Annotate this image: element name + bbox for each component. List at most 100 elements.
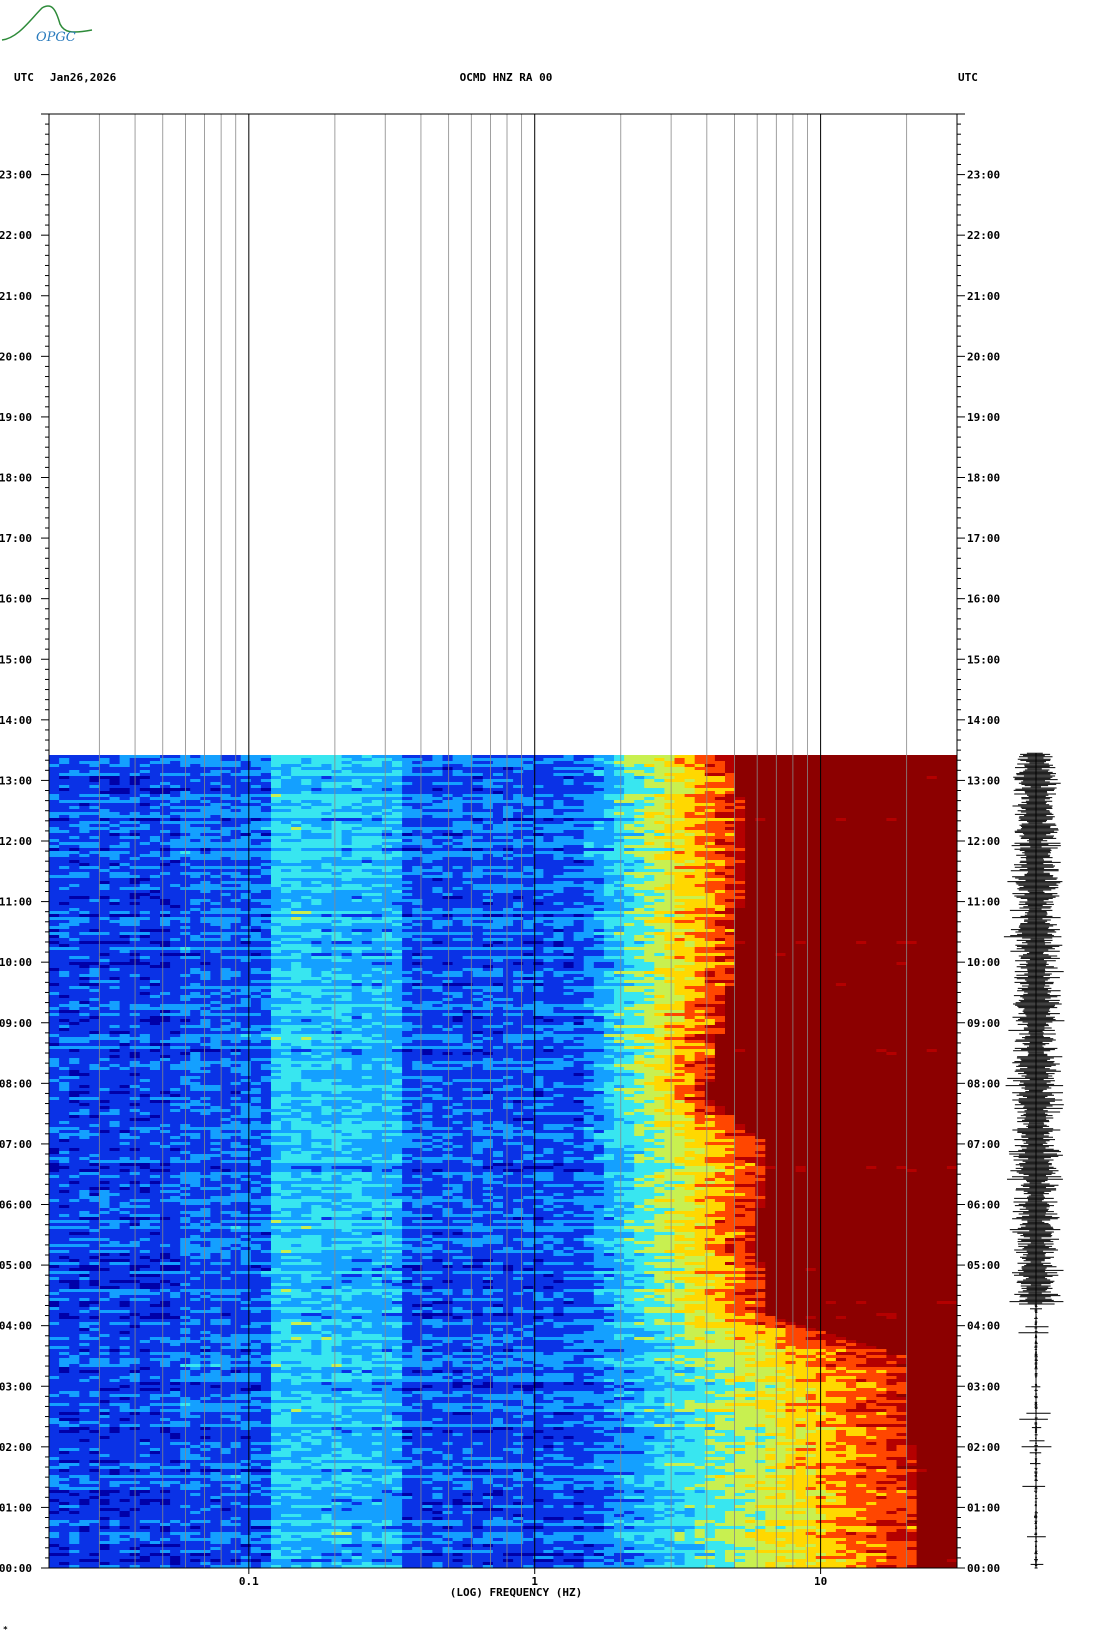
spectrogram-cell: [553, 1550, 564, 1553]
spectrogram-cell: [543, 1418, 554, 1421]
spectrogram-cell: [372, 1502, 383, 1505]
spectrogram-cell: [332, 1508, 343, 1511]
spectrogram-cell: [69, 1409, 80, 1412]
spectrogram-cell: [160, 1511, 171, 1514]
spectrogram-cell: [796, 1403, 807, 1406]
spectrogram-cell: [715, 1553, 726, 1556]
spectrogram-cell: [69, 1490, 80, 1493]
spectrogram-cell: [584, 1538, 595, 1541]
spectrogram-cell: [927, 1478, 938, 1481]
spectrogram-cell: [624, 1421, 635, 1424]
spectrogram-cell: [110, 1448, 121, 1451]
spectrogram-cell: [594, 1559, 605, 1562]
spectrogram-cell: [432, 1460, 443, 1463]
spectrogram-cell: [190, 1448, 201, 1451]
spectrogram-cell: [826, 1478, 837, 1481]
spectrogram-cell: [453, 1490, 464, 1493]
spectrogram-cell: [614, 1517, 625, 1520]
spectrogram-cell: [513, 1544, 524, 1547]
spectrogram-cell: [49, 1520, 60, 1523]
spectrogram-cell: [654, 1469, 665, 1472]
spectrogram-cell: [513, 1517, 524, 1520]
spectrogram-cell: [543, 1562, 554, 1565]
spectrogram-cell: [846, 1460, 857, 1463]
spectrogram-cell: [49, 1517, 60, 1520]
spectrogram-cell: [553, 1403, 564, 1406]
spectrogram-cell: [564, 1562, 575, 1565]
spectrogram-cell: [110, 1526, 121, 1529]
spectrogram-cell: [110, 1544, 121, 1547]
spectrogram-cell: [99, 1460, 110, 1463]
spectrogram-cell: [846, 1415, 857, 1418]
spectrogram-cell: [473, 1559, 484, 1562]
spectrogram-cell: [473, 1415, 484, 1418]
spectrogram-cell: [907, 1541, 918, 1544]
spectrogram-cell: [654, 1493, 665, 1496]
spectrogram-cell: [695, 1415, 706, 1418]
spectrogram-cell: [221, 1430, 232, 1433]
spectrogram-cell: [876, 1490, 887, 1493]
spectrogram-cell: [473, 1439, 484, 1442]
spectrogram-cell: [110, 1433, 121, 1436]
spectrogram-cell: [120, 1460, 131, 1463]
spectrogram-cell: [251, 1529, 262, 1532]
spectrogram-cell: [735, 1418, 746, 1421]
spectrogram-cell: [866, 1418, 877, 1421]
spectrogram-cell: [120, 1490, 131, 1493]
spectrogram-cell: [281, 1412, 292, 1415]
spectrogram-cell: [463, 1409, 474, 1412]
spectrogram-cell: [523, 1532, 534, 1535]
spectrogram-cell: [705, 1403, 716, 1406]
spectrogram-cell: [523, 1505, 534, 1508]
spectrogram-cell: [89, 1469, 100, 1472]
spectrogram-cell: [664, 1484, 675, 1487]
spectrogram-cell: [382, 1502, 393, 1505]
spectrogram-cell: [856, 1406, 867, 1409]
spectrogram-cell: [110, 1457, 121, 1460]
spectrogram-cell: [856, 1544, 867, 1547]
spectrogram-cell: [866, 1472, 877, 1475]
spectrogram-cell: [311, 1475, 322, 1478]
spectrogram-cell: [200, 1493, 211, 1496]
spectrogram-cell: [765, 1505, 776, 1508]
spectrogram-cell: [745, 1415, 756, 1418]
spectrogram-cell: [614, 1541, 625, 1544]
spectrogram-cell: [382, 1526, 393, 1529]
spectrogram-cell: [503, 1484, 514, 1487]
spectrogram-cell: [765, 1562, 776, 1565]
spectrogram-cell: [796, 1484, 807, 1487]
spectrogram-cell: [190, 1523, 201, 1526]
spectrogram-cell: [553, 1430, 564, 1433]
spectrogram-cell: [372, 1436, 383, 1439]
spectrogram-cell: [69, 1484, 80, 1487]
spectrogram-cell: [382, 1409, 393, 1412]
spectrogram-cell: [523, 1487, 534, 1490]
spectrogram-cell: [634, 1466, 645, 1469]
spectrogram-cell: [402, 1442, 413, 1445]
spectrogram-cell: [382, 1535, 393, 1538]
spectrogram-cell: [735, 1439, 746, 1442]
spectrogram-cell: [140, 1508, 151, 1511]
spectrogram-cell: [866, 1442, 877, 1445]
spectrogram-cell: [432, 1478, 443, 1481]
spectrogram-cell: [927, 1526, 938, 1529]
spectrogram-cell: [927, 1466, 938, 1469]
spectrogram-cell: [523, 1523, 534, 1526]
spectrogram-cell: [816, 1439, 827, 1442]
spectrogram-cell: [775, 1448, 786, 1451]
spectrogram-cell: [897, 1448, 908, 1451]
spectrogram-cell: [261, 1403, 272, 1406]
spectrogram-cell: [937, 1547, 948, 1550]
spectrogram-cell: [402, 1472, 413, 1475]
spectrogram-cell: [281, 1556, 292, 1559]
spectrogram-cell: [392, 1547, 403, 1550]
spectrogram-cell: [59, 1421, 70, 1424]
spectrogram-cell: [453, 1511, 464, 1514]
spectrogram-cell: [59, 1496, 70, 1499]
spectrogram-cell: [594, 1460, 605, 1463]
spectrogram-cell: [634, 1499, 645, 1502]
spectrogram-cell: [725, 1415, 736, 1418]
spectrogram-cell: [866, 1436, 877, 1439]
spectrogram-cell: [675, 1448, 686, 1451]
spectrogram-cell: [836, 1481, 847, 1484]
